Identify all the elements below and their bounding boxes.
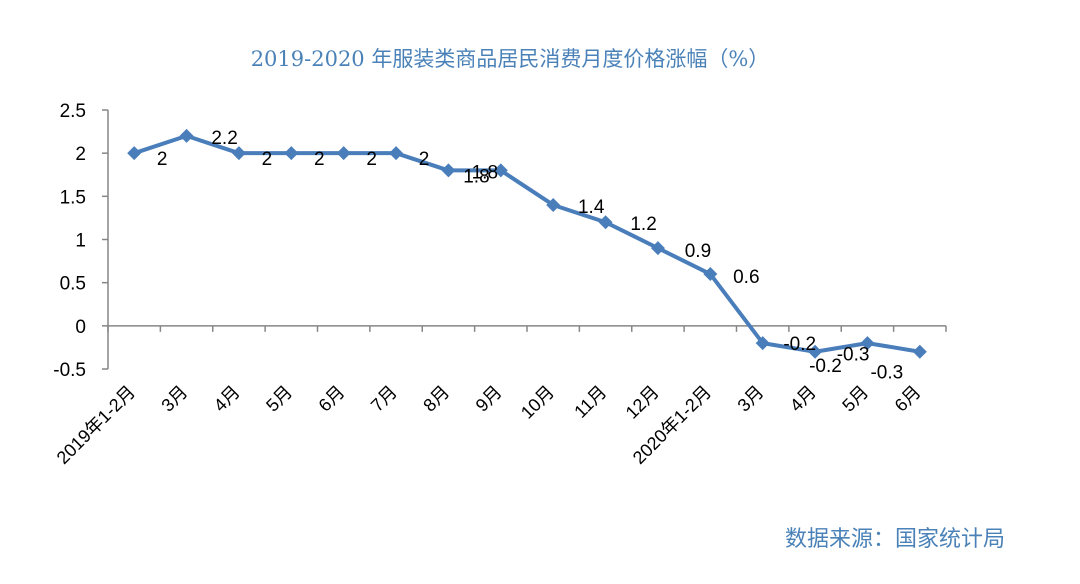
x-tick-label: 4月 — [210, 382, 244, 416]
data-label: -0.2 — [783, 334, 816, 355]
y-tick-label: 2.5 — [60, 101, 86, 122]
x-tick-label: 3月 — [157, 382, 191, 416]
x-tick-label: 10月 — [517, 382, 558, 423]
data-label: 2 — [366, 149, 377, 170]
data-label: 2 — [419, 149, 430, 170]
data-label: 1.4 — [578, 197, 605, 218]
y-tick-label: 1 — [75, 231, 86, 252]
data-point-marker — [441, 163, 456, 178]
data-labels: 22.22 2 2 21.81.81.41.20.90.6-0.2-0.3-0.2 -0… — [157, 128, 903, 384]
data-label: 0.6 — [733, 267, 759, 288]
data-source: 数据来源：国家统计局 — [785, 527, 1005, 552]
data-label: 1.8 — [472, 162, 498, 183]
x-tick-label: 2019年1-2月 — [53, 382, 139, 468]
data-point-marker — [546, 197, 561, 212]
y-tick-label: 0.5 — [60, 274, 86, 295]
x-tick-label: 4月 — [786, 382, 820, 416]
data-label: -0.3 — [870, 363, 903, 384]
data-point-marker — [493, 163, 508, 178]
data-label: 2 — [314, 149, 325, 170]
x-tick-label: 11月 — [570, 382, 610, 422]
data-point-marker — [912, 344, 927, 359]
data-point-marker — [650, 241, 665, 256]
data-label: 0.9 — [685, 241, 711, 262]
y-tick-label: 1.5 — [60, 187, 86, 208]
data-label: 2 — [157, 149, 168, 170]
data-label: 2.2 — [211, 128, 237, 149]
series-markers — [127, 128, 927, 359]
x-tick-label: 6月 — [891, 382, 925, 416]
y-tick-label: 2 — [75, 144, 86, 165]
data-point-marker — [389, 146, 404, 161]
data-point-marker — [808, 344, 823, 359]
y-axis-ticks: -0.5 0 0.5 1 1.5 2 2.5 — [53, 101, 108, 381]
x-tick-label: 9月 — [472, 382, 506, 416]
data-point-marker — [231, 146, 246, 161]
data-point-marker — [284, 146, 299, 161]
x-tick-label: 6月 — [315, 382, 349, 416]
data-point-marker — [860, 336, 875, 351]
x-tick-label: 3月 — [734, 382, 768, 416]
data-label: 1.8 — [463, 166, 489, 187]
data-point-marker — [179, 128, 194, 143]
y-tick-label: 0 — [75, 317, 86, 338]
x-tick-label: 7月 — [367, 382, 401, 416]
data-point-marker — [703, 267, 718, 282]
data-point-marker — [127, 146, 142, 161]
x-tick-label: 5月 — [262, 382, 296, 416]
data-point-marker — [598, 215, 613, 230]
data-label: 1.2 — [630, 214, 656, 235]
x-tick-label: 12月 — [622, 382, 663, 423]
x-tick-label: 5月 — [838, 382, 872, 416]
data-point-marker — [755, 336, 770, 351]
x-tick-label: 8月 — [419, 382, 453, 416]
y-tick-label: -0.5 — [53, 360, 86, 381]
data-label: 2 — [262, 149, 273, 170]
chart-title: 2019-2020 年服装类商品居民消费月度价格涨幅（%） — [251, 47, 770, 71]
data-point-marker — [336, 146, 351, 161]
data-label: -0.3 — [837, 345, 870, 366]
data-label: -0.2 — [809, 356, 842, 377]
series-line — [133, 133, 921, 354]
